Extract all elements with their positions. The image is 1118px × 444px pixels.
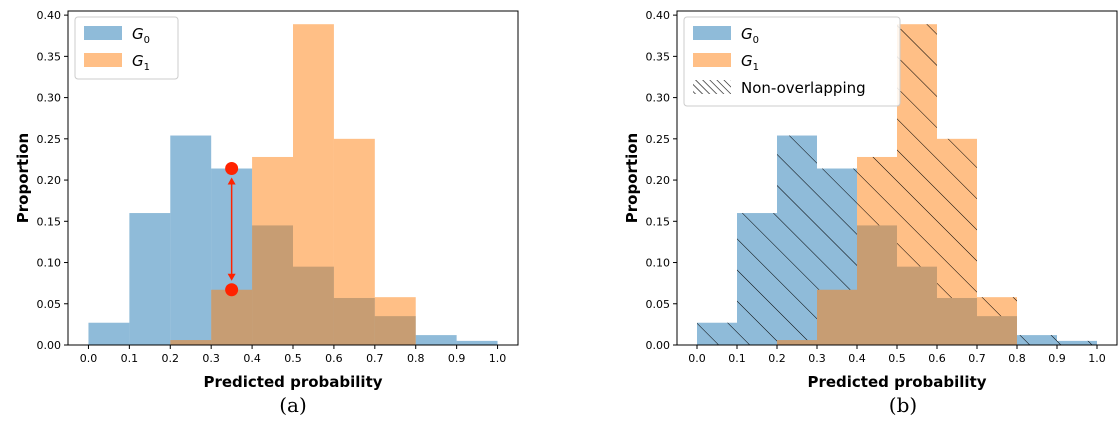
caption-b: (b) — [889, 393, 917, 417]
hatch-region-0.0 — [697, 322, 737, 345]
hatch-region-0.8 — [1017, 335, 1057, 345]
legend-box — [683, 16, 901, 107]
x-tick-label: 0.0 — [80, 352, 98, 365]
marker-g0-value — [225, 162, 239, 176]
x-tick-label: 0.8 — [1008, 352, 1026, 365]
legend-label-non-overlapping: Non-overlapping — [741, 79, 866, 97]
y-tick-label: 0.00 — [37, 339, 62, 352]
hatch-region-0.4 — [857, 156, 897, 226]
x-tick-label: 0.9 — [448, 352, 466, 365]
bar-g0-0.9 — [456, 340, 498, 345]
x-tick-label: 0.5 — [888, 352, 906, 365]
bar-g1-0.3 — [817, 289, 857, 345]
x-tick-label: 0.0 — [688, 352, 706, 365]
y-tick-label: 0.40 — [646, 9, 671, 22]
bar-g1-0.5 — [293, 24, 334, 345]
x-tick-label: 0.6 — [325, 352, 343, 365]
x-tick-label: 0.3 — [202, 352, 220, 365]
y-tick-label: 0.15 — [37, 215, 62, 228]
y-tick-label: 0.25 — [37, 133, 62, 146]
y-tick-label: 0.35 — [37, 50, 62, 63]
legend-label-g0: G0 — [132, 25, 150, 46]
x-tick-label: 0.2 — [162, 352, 180, 365]
legend-swatch-g0 — [693, 26, 731, 40]
bar-g0-0.2 — [170, 135, 212, 345]
x-tick-label: 0.8 — [407, 352, 425, 365]
x-tick-label: 0.1 — [121, 352, 139, 365]
x-tick-label: 0.7 — [366, 352, 384, 365]
hatch-region-0.6 — [937, 138, 977, 298]
arrow-head-down — [227, 273, 236, 281]
y-tick-label: 0.15 — [646, 215, 671, 228]
hatch-region-0.5 — [897, 24, 937, 267]
caption-a: (a) — [279, 393, 307, 417]
y-tick-label: 0.40 — [37, 9, 62, 22]
bar-g1-0.6 — [333, 138, 375, 345]
x-tick-label: 0.6 — [928, 352, 946, 365]
chart-panel-b: 0.0 0.1 0.2 0.3 0.4 0.5 0.6 0.7 0.8 0.9 1.0 0.00 0.0… — [623, 9, 1118, 391]
x-tick-label: 0.1 — [728, 352, 746, 365]
y-tick-label: 0.25 — [646, 133, 671, 146]
bar-g0-0.8 — [415, 335, 457, 345]
y-tick-label: 0.00 — [646, 339, 671, 352]
bar-g1-0.3 — [211, 289, 253, 345]
x-tick-label: 0.3 — [808, 352, 826, 365]
bar-g1-0.4 — [252, 156, 293, 345]
y-tick-label: 0.05 — [646, 298, 671, 311]
hatch-region-0.9 — [1057, 340, 1097, 345]
y-tick-label: 0.30 — [646, 92, 671, 105]
x-axis-label: Predicted probability — [807, 373, 986, 391]
x-tick-label: 1.0 — [1088, 352, 1106, 365]
x-tick-label: 0.2 — [768, 352, 786, 365]
hatch-region-0.1 — [737, 213, 777, 345]
legend-swatch-hatch — [693, 80, 731, 94]
y-tick-label: 0.30 — [37, 92, 62, 105]
y-tick-label: 0.20 — [646, 174, 671, 187]
hatch-region-0.7 — [977, 297, 1017, 317]
legend-label-g1: G1 — [132, 52, 150, 73]
x-tick-label: 0.9 — [1048, 352, 1066, 365]
y-axis-label: Proportion — [14, 133, 32, 223]
legend-swatch-g1 — [693, 53, 731, 67]
y-tick-label: 0.10 — [37, 257, 62, 270]
marker-g1-value — [225, 283, 239, 297]
legend-label-g1: G1 — [741, 52, 759, 73]
legend-swatch-g0 — [84, 26, 122, 40]
x-tick-label: 1.0 — [489, 352, 507, 365]
y-tick-label: 0.20 — [37, 174, 62, 187]
chart-panel-a: 0.0 0.1 0.2 0.3 0.4 0.5 0.6 0.7 0.8 0.9 1.0 0.00 0.0… — [14, 9, 519, 391]
legend-swatch-g1 — [84, 53, 122, 67]
bar-g0-0.0 — [88, 322, 130, 345]
bar-g1-0.7 — [374, 297, 416, 345]
x-axis-label: Predicted probability — [203, 373, 382, 391]
hatch-region-0.2 — [777, 135, 817, 341]
x-tick-label: 0.5 — [284, 352, 302, 365]
hatch-region-0.3 — [817, 168, 857, 290]
bar-g1-0.2 — [170, 340, 212, 345]
bar-g1-0.2 — [777, 340, 817, 345]
y-tick-label: 0.10 — [646, 257, 671, 270]
y-tick-label: 0.05 — [37, 298, 62, 311]
x-tick-label: 0.4 — [848, 352, 866, 365]
y-tick-label: 0.35 — [646, 50, 671, 63]
arrow-head-up — [227, 177, 236, 185]
y-axis-label: Proportion — [623, 133, 641, 223]
legend-label-g0: G0 — [741, 25, 759, 46]
x-tick-label: 0.4 — [243, 352, 261, 365]
x-tick-label: 0.7 — [968, 352, 986, 365]
bar-g0-0.1 — [129, 213, 171, 345]
